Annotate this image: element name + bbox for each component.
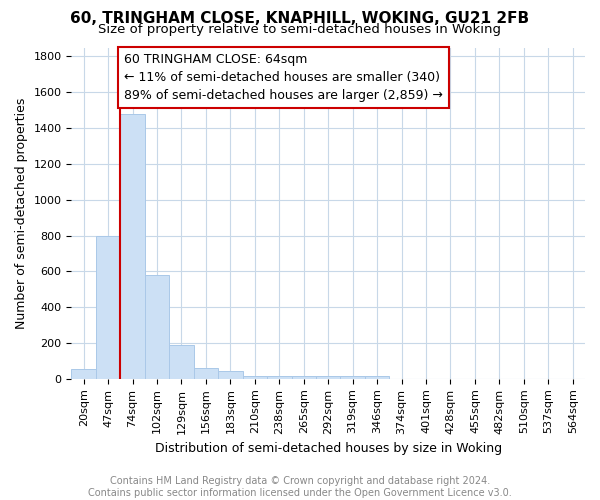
Bar — [145, 275, 169, 379]
Bar — [169, 345, 194, 379]
Bar — [218, 372, 242, 379]
Text: 60, TRINGHAM CLOSE, KNAPHILL, WOKING, GU21 2FB: 60, TRINGHAM CLOSE, KNAPHILL, WOKING, GU… — [70, 11, 530, 26]
Text: 60 TRINGHAM CLOSE: 64sqm
← 11% of semi-detached houses are smaller (340)
89% of : 60 TRINGHAM CLOSE: 64sqm ← 11% of semi-d… — [124, 53, 443, 102]
Y-axis label: Number of semi-detached properties: Number of semi-detached properties — [15, 98, 28, 329]
Bar — [194, 368, 218, 379]
Bar — [340, 376, 365, 379]
Bar — [71, 369, 96, 379]
Text: Contains HM Land Registry data © Crown copyright and database right 2024.
Contai: Contains HM Land Registry data © Crown c… — [88, 476, 512, 498]
Text: Size of property relative to semi-detached houses in Woking: Size of property relative to semi-detach… — [98, 22, 502, 36]
Bar — [267, 376, 292, 379]
Bar — [96, 236, 121, 379]
Bar — [242, 376, 267, 379]
Bar — [292, 376, 316, 379]
Bar — [121, 114, 145, 379]
X-axis label: Distribution of semi-detached houses by size in Woking: Distribution of semi-detached houses by … — [155, 442, 502, 455]
Bar — [365, 376, 389, 379]
Bar — [316, 376, 340, 379]
